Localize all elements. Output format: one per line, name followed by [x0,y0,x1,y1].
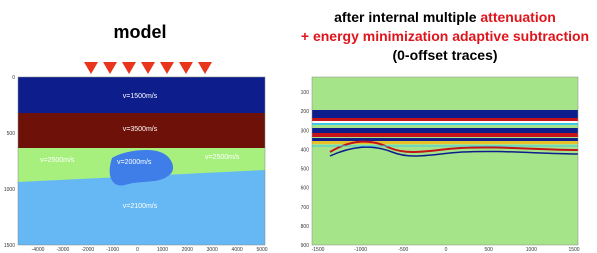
right-title-line2: + energy minimization adaptive subtracti… [301,28,589,44]
velocity-label: v=2100m/s [123,203,158,210]
y-tick-label: 1000 [4,187,15,193]
right-title-line1: after internal multiple attenuation [334,9,556,25]
y-tick-label: 400 [301,147,310,153]
y-tick-label: 200 [301,109,310,115]
x-tick-label: 0 [136,247,139,253]
x-tick-label: -1000 [106,247,119,253]
x-tick-label: 4000 [232,247,243,253]
y-tick-label: 100 [301,90,310,96]
x-tick-label: -1500 [312,247,325,253]
y-tick-label: 500 [7,131,16,137]
x-tick-label: -4000 [32,247,45,253]
x-tick-label: -3000 [56,247,69,253]
x-tick-label: -1000 [354,247,367,253]
right-title-line3: (0-offset traces) [392,47,497,63]
velocity-label: v=2500m/s [205,154,240,161]
source-markers [84,62,212,74]
x-tick-label: -500 [398,247,408,253]
x-tick-label: 0 [445,247,448,253]
left-title: model [113,22,166,42]
velocity-label: v=3500m/s [123,126,158,133]
y-tick-label: 500 [301,167,310,173]
y-tick-label: 800 [301,224,310,230]
velocity-label: v=2500m/s [40,157,75,164]
x-tick-label: 5000 [256,247,267,253]
y-tick-label: 1500 [4,243,15,249]
y-tick-label: 600 [301,186,310,192]
y-tick-label: 0 [12,75,15,81]
x-tick-label: 1500 [568,247,579,253]
title-text: attenuation [480,9,555,25]
velocity-label: v=1500m/s [123,93,158,100]
x-tick-label: -2000 [81,247,94,253]
x-tick-label: 1000 [526,247,537,253]
velocity-label: v=2000m/s [117,159,152,166]
x-tick-label: 1000 [157,247,168,253]
title-text: after internal multiple [334,9,480,25]
x-tick-label: 2000 [182,247,193,253]
y-tick-label: 300 [301,128,310,134]
y-tick-label: 700 [301,205,310,211]
y-tick-label: 900 [301,243,310,249]
x-tick-label: 3000 [207,247,218,253]
figure: model v=1500m/s v=3500m/s v=2500m/s v=20… [0,0,597,253]
x-tick-label: 500 [484,247,493,253]
seismic-image [312,77,578,245]
